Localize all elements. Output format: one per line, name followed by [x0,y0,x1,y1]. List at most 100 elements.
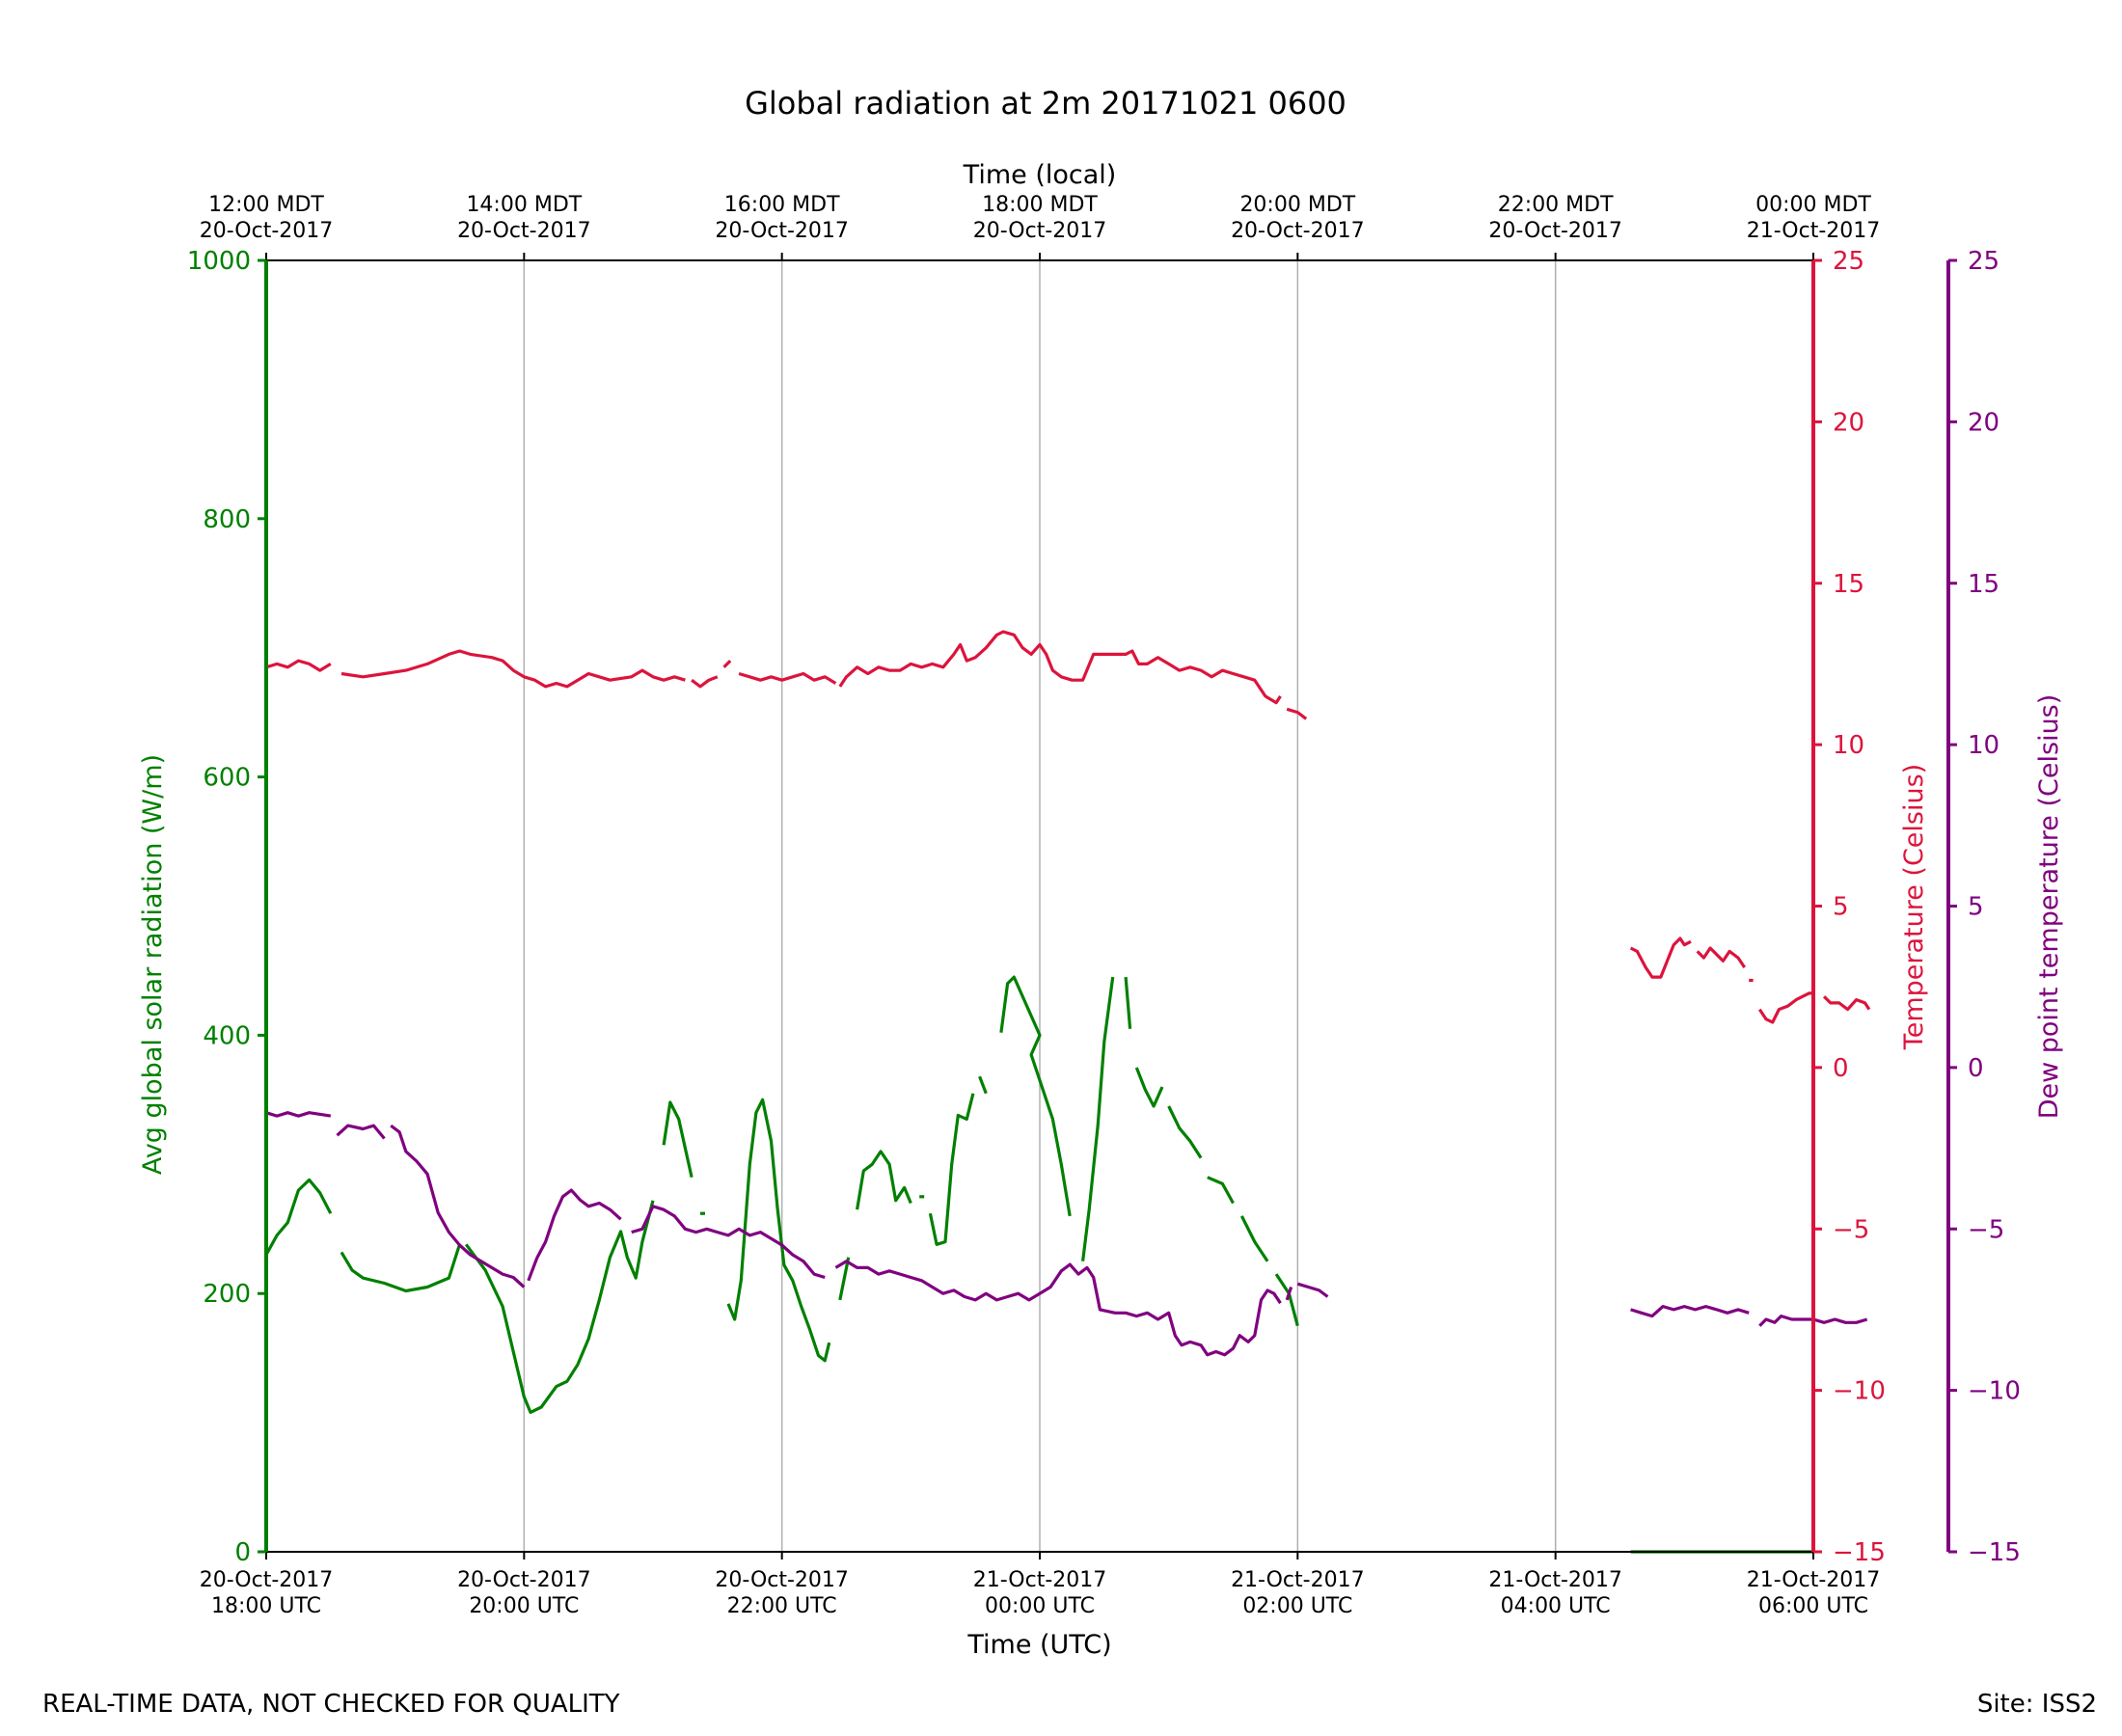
radiation-series-line [1081,976,1115,1261]
y-tick-label: 10 [1833,731,1864,760]
temperature-series-line [1822,995,1871,1012]
x-tick-label: 06:00 UTC [1758,1594,1868,1618]
y-tick-label: −15 [1833,1538,1886,1567]
radiation-series-line [1239,1215,1269,1262]
x-top-tick-label: 16:00 MDT [724,193,840,217]
x-tick-label: 21-Oct-2017 [973,1568,1107,1592]
radiation-series-line [464,1200,655,1414]
temperature-series-line [838,630,1282,705]
y-tick-label: 10 [1968,731,2000,760]
y-tick-label: 0 [234,1538,251,1567]
dewpoint-series-line [527,1188,622,1282]
y-tick-label: 1000 [187,247,251,276]
temperature-series-line [1696,946,1747,968]
radiation-series-line [340,1243,462,1293]
temperature-series-line [738,671,837,685]
y-tick-label: 800 [203,505,251,534]
x-top-tick-label: 20-Oct-2017 [457,219,591,243]
x-tick-label: 20-Oct-2017 [200,1568,334,1592]
y-axis-dewpoint-label: Dew point temperature (Celsius) [2034,694,2064,1120]
x-top-tick-label: 00:00 MDT [1755,193,1871,217]
series-layer [264,630,1871,1554]
dewpoint-series-line [631,1205,826,1280]
y-tick-label: 20 [1968,408,2000,437]
y-tick-label: 25 [1833,247,1864,276]
x-top-tick-label: 20-Oct-2017 [715,219,849,243]
x-top-tick-label: 18:00 MDT [982,193,1098,217]
y-tick-label: −10 [1833,1377,1886,1406]
grid-lines [523,260,1557,1552]
x-top-tick-label: 20-Oct-2017 [1231,219,1365,243]
y-tick-label: 0 [1833,1054,1849,1083]
dewpoint-series-line [390,1124,526,1288]
radiation-series-line [1124,976,1132,1029]
x-top-tick-label: 12:00 MDT [208,193,324,217]
x-tick-label: 00:00 UTC [985,1594,1095,1618]
radiation-series-line [978,1075,988,1095]
x-tick-label: 21-Oct-2017 [1231,1568,1365,1592]
y-tick-label: 20 [1833,408,1864,437]
radiation-series-line [999,975,1072,1217]
y-tick-label: 15 [1833,570,1864,599]
x-tick-label: 20:00 UTC [469,1594,579,1618]
temperature-series-line [265,659,332,672]
temperature-series-line [691,675,719,689]
quality-disclaimer: REAL-TIME DATA, NOT CHECKED FOR QUALITY [42,1690,620,1719]
radiation-series-line [726,1098,831,1363]
temperature-series-line [1286,707,1308,720]
x-tick-label: 02:00 UTC [1242,1594,1352,1618]
y-tick-label: −10 [1968,1377,2021,1406]
x-top-tick-label: 20:00 MDT [1239,193,1355,217]
y-tick-label: −15 [1968,1538,2021,1567]
x-top-tick-label: 22:00 MDT [1498,193,1614,217]
radiation-series-line [1207,1176,1235,1205]
x-top-tick-label: 20-Oct-2017 [973,219,1107,243]
dewpoint-series-line [1758,1315,1868,1327]
temperature-series-line [1757,991,1813,1024]
x-tick-label: 18:00 UTC [211,1594,321,1618]
y-tick-label: −5 [1968,1215,2004,1244]
x-tick-label: 20-Oct-2017 [715,1568,849,1592]
y-axis-radiation-label: Avg global solar radiation (W/m) [138,754,168,1175]
x-top-tick-label: 21-Oct-2017 [1747,219,1881,243]
y-tick-label: 5 [1833,893,1849,922]
radiation-series-line [838,1257,851,1301]
dewpoint-series-line [834,1260,1282,1357]
dewpoint-series-line [265,1111,332,1118]
x-tick-label: 04:00 UTC [1501,1594,1611,1618]
x-tick-label: 21-Oct-2017 [1488,1568,1622,1592]
temperature-series-line [722,659,732,668]
dewpoint-series-line [1630,1305,1750,1318]
radiation-series-line [662,1100,694,1179]
radiation-series-line [1134,1067,1164,1108]
site-label: Site: ISS2 [1977,1690,2097,1719]
radiation-series-line [928,1093,975,1246]
dewpoint-series-line [336,1124,386,1140]
temperature-series-line [1629,936,1692,979]
radiation-series-line [264,1178,333,1256]
dewpoint-series-line [1285,1287,1293,1301]
dewpoint-series-line [1296,1282,1329,1298]
temperature-series-line [340,649,686,689]
x-tick-label: 22:00 UTC [727,1594,837,1618]
x-axis-top-label: Time (local) [963,160,1117,190]
x-top-tick-label: 14:00 MDT [466,193,582,217]
y-tick-label: 15 [1968,570,2000,599]
y-tick-label: 200 [203,1280,251,1309]
chart-title: Global radiation at 2m 20171021 0600 [745,85,1347,122]
x-tick-label: 21-Oct-2017 [1747,1568,1881,1592]
x-tick-label: 20-Oct-2017 [457,1568,591,1592]
radiation-series-line [1167,1105,1203,1159]
x-axis-label: Time (UTC) [966,1630,1111,1660]
radiation-series-line [856,1150,912,1210]
y-tick-label: −5 [1833,1215,1869,1244]
y-tick-label: 0 [1968,1054,1984,1083]
x-top-tick-label: 20-Oct-2017 [1488,219,1622,243]
x-top-tick-label: 20-Oct-2017 [200,219,334,243]
y-tick-label: 5 [1968,893,1984,922]
y-tick-label: 400 [203,1021,251,1050]
y-axis-temperature-label: Temperature (Celsius) [1899,764,1929,1050]
y-tick-label: 600 [203,764,251,793]
